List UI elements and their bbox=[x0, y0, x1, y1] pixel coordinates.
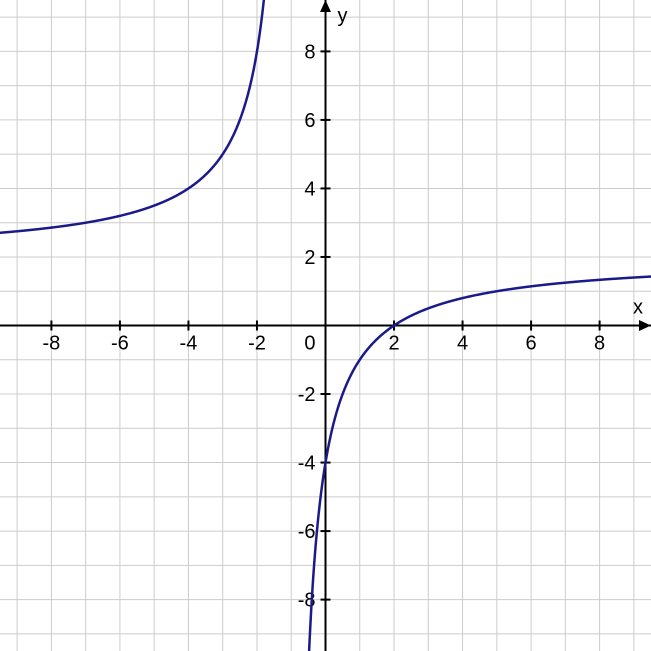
y-tick-label: 4 bbox=[304, 178, 315, 200]
x-tick-label: -8 bbox=[42, 333, 60, 355]
x-tick-label: -4 bbox=[180, 333, 198, 355]
chart-container: -8-6-4-22468-8-6-4-224680xy bbox=[0, 0, 651, 651]
y-tick-label: 2 bbox=[304, 247, 315, 269]
y-tick-label: -4 bbox=[298, 453, 316, 475]
x-tick-label: 6 bbox=[526, 333, 537, 355]
y-tick-label: 8 bbox=[304, 41, 315, 63]
x-tick-label: 2 bbox=[388, 333, 399, 355]
x-tick-label: 8 bbox=[594, 333, 605, 355]
x-tick-label: -6 bbox=[111, 333, 129, 355]
y-tick-label: -6 bbox=[298, 521, 316, 543]
y-tick-label: -2 bbox=[298, 384, 316, 406]
x-axis-label: x bbox=[633, 297, 643, 319]
function-plot: -8-6-4-22468-8-6-4-224680xy bbox=[0, 0, 651, 651]
x-tick-label: 4 bbox=[457, 333, 468, 355]
y-axis-label: y bbox=[338, 5, 348, 27]
origin-label: 0 bbox=[304, 333, 315, 355]
y-tick-label: 6 bbox=[304, 110, 315, 132]
x-tick-label: -2 bbox=[248, 333, 266, 355]
